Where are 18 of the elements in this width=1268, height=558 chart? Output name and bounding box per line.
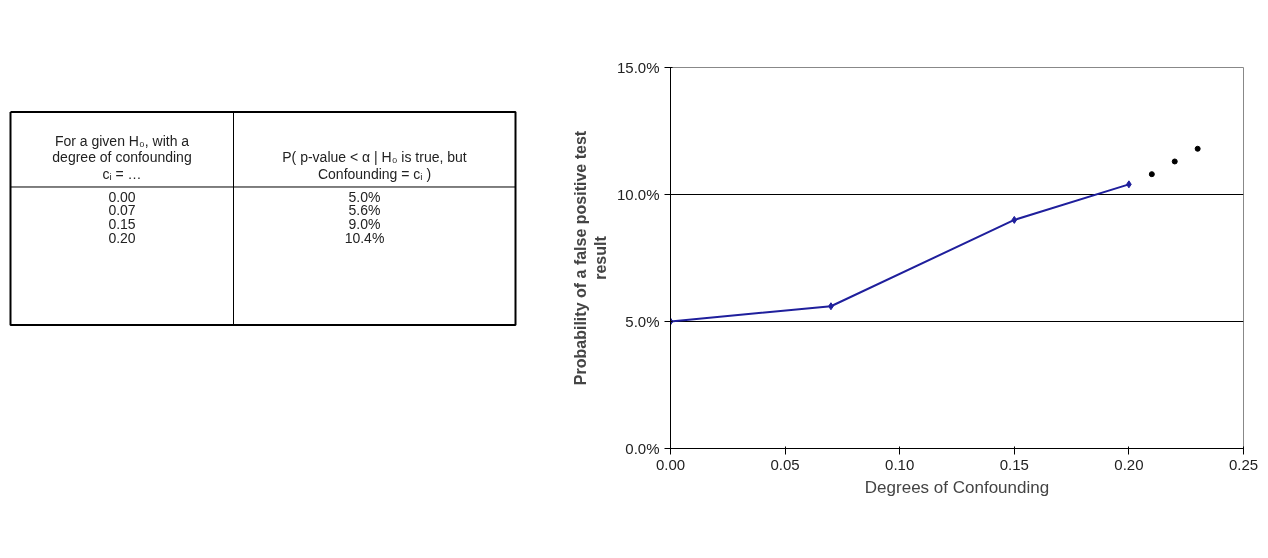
x-tick-label: 0.05 — [770, 455, 800, 473]
text: 5.0% — [348, 188, 381, 205]
text: 0.00 — [108, 188, 136, 205]
x-tick-label: 0.10 — [885, 455, 915, 473]
text: 0.20 — [108, 229, 136, 246]
y-tick-label: 0.0% — [625, 440, 660, 457]
x-axis-title: Degrees of Confounding — [864, 477, 1050, 497]
text: For a given H₀, with a degree of confounding cᵢ = … — [52, 132, 192, 182]
text: P( p-value < α | H₀ is true, but Confounding = cᵢ ) — [282, 149, 467, 182]
y-tick-label: 5.0% — [625, 313, 660, 330]
x-tick-label: 0.15 — [999, 455, 1029, 473]
y-tick-label: 15.0% — [616, 59, 660, 76]
x-tick-label: 0.25 — [1228, 455, 1259, 473]
y-axis-title: Probability of a false positive test result — [571, 130, 609, 386]
text: 10.4% — [344, 229, 385, 246]
y-tick-label: 10.0% — [616, 186, 660, 203]
x-tick-label: 0.20 — [1114, 455, 1144, 473]
x-tick-label: 0.00 — [655, 455, 686, 473]
